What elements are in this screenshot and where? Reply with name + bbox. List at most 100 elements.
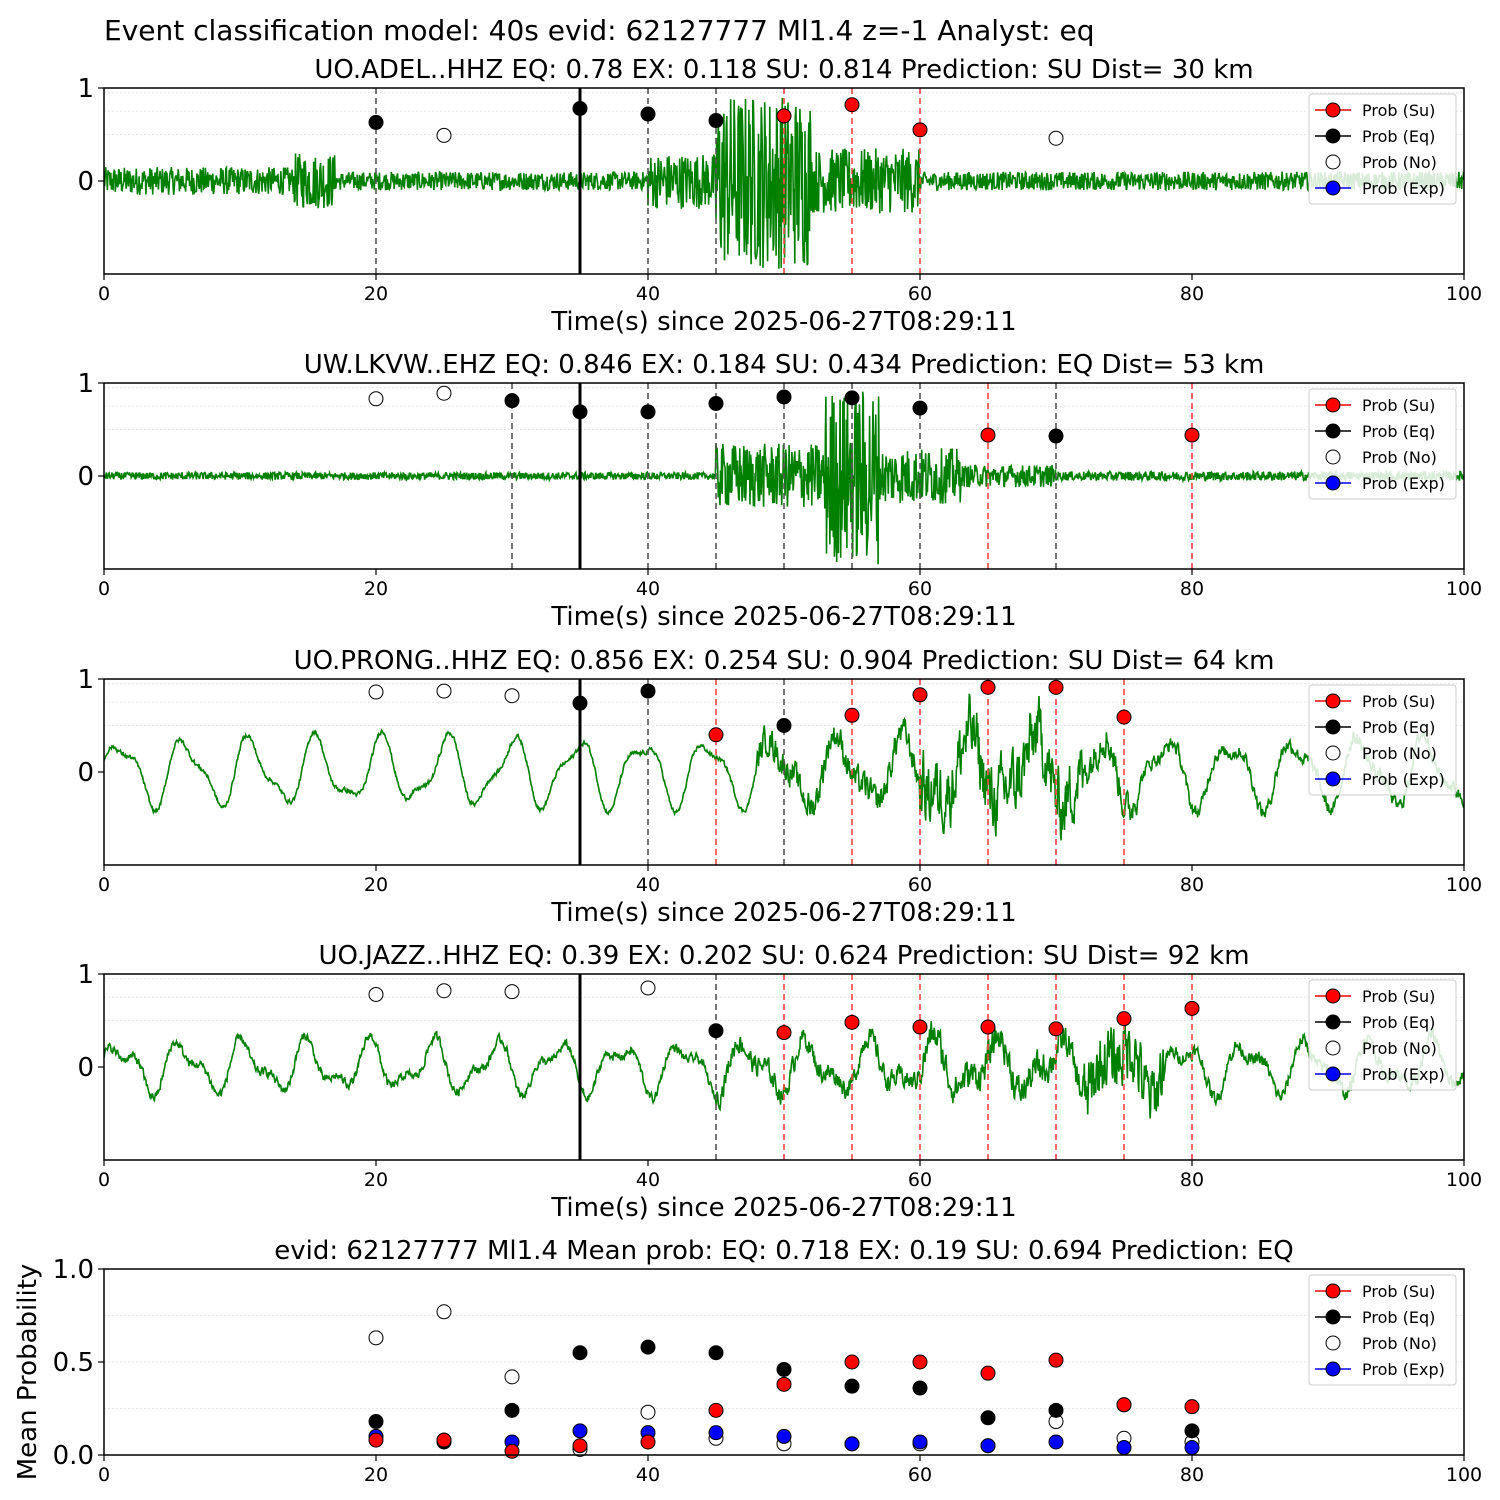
prob-point-no xyxy=(436,385,452,401)
legend-box xyxy=(1308,979,1457,1091)
legend: Prob (Su) Prob (Eq) Prob (No) Prob (Exp) xyxy=(1308,979,1457,1091)
prob-point-su xyxy=(1116,709,1132,725)
mean-prob-point-exp xyxy=(1184,1440,1200,1456)
prob-point-no xyxy=(1048,130,1064,146)
mean-prob-point-su xyxy=(980,1365,996,1381)
legend-label-eq: Prob (Eq) xyxy=(1362,1308,1435,1327)
mean-prob-point-su xyxy=(708,1402,724,1418)
x-tick-label: 80 xyxy=(1180,578,1204,600)
prob-point-no xyxy=(368,684,384,700)
y-tick-label: 1.0 xyxy=(53,1255,94,1285)
legend: Prob (Su) Prob (Eq) Prob (No) Prob (Exp) xyxy=(1308,388,1457,500)
legend: Prob (Su) Prob (Eq) Prob (No) Prob (Exp) xyxy=(1308,93,1457,205)
legend-label-su: Prob (Su) xyxy=(1362,1282,1435,1301)
legend-marker-eq xyxy=(1325,128,1341,144)
legend-marker-no xyxy=(1325,1335,1341,1351)
mean-prob-point-exp xyxy=(776,1428,792,1444)
legend-box xyxy=(1308,1274,1457,1386)
mean-prob-point-no xyxy=(436,1304,452,1320)
legend-box xyxy=(1308,388,1457,500)
x-tick-label: 100 xyxy=(1446,1169,1482,1191)
mean-prob-point-su xyxy=(912,1354,928,1370)
legend-label-exp: Prob (Exp) xyxy=(1362,474,1445,493)
mean-prob-point-eq xyxy=(1048,1402,1064,1418)
legend-label-no: Prob (No) xyxy=(1362,744,1437,763)
waveform-trace xyxy=(104,693,1464,841)
prob-point-eq xyxy=(708,1023,724,1039)
legend-label-su: Prob (Su) xyxy=(1362,101,1435,120)
legend-label-no: Prob (No) xyxy=(1362,153,1437,172)
plot-area xyxy=(104,974,1464,1160)
mean-prob-point-no xyxy=(640,1404,656,1420)
legend-box xyxy=(1308,684,1457,796)
subplot-title: UO.JAZZ..HHZ EQ: 0.39 EX: 0.202 SU: 0.62… xyxy=(318,941,1249,971)
mean-prob-point-eq xyxy=(640,1339,656,1355)
mean-prob-point-eq xyxy=(980,1410,996,1426)
subplot-title: UO.PRONG..HHZ EQ: 0.856 EX: 0.254 SU: 0.… xyxy=(294,646,1275,676)
mean-prob-point-eq xyxy=(708,1345,724,1361)
mean-prob-point-su xyxy=(776,1376,792,1392)
mean-prob-point-su xyxy=(572,1438,588,1454)
x-axis-label: Time(s) since 2025-06-27T08:29:11 xyxy=(550,898,1016,928)
mean-prob-point-su xyxy=(436,1432,452,1448)
mean-prob-point-no xyxy=(368,1330,384,1346)
prob-point-su xyxy=(844,707,860,723)
x-tick-label: 0 xyxy=(98,283,110,305)
legend-label-su: Prob (Su) xyxy=(1362,396,1435,415)
x-tick-label: 0 xyxy=(98,874,110,896)
figure-title: Event classification model: 40s evid: 62… xyxy=(104,14,1095,47)
subplot-1: UO.ADEL..HHZ EQ: 0.78 EX: 0.118 SU: 0.81… xyxy=(77,55,1482,337)
x-tick-label: 80 xyxy=(1180,283,1204,305)
x-tick-label: 0 xyxy=(98,578,110,600)
prob-point-su xyxy=(1184,427,1200,443)
legend-marker-su xyxy=(1325,1283,1341,1299)
mean-prob-point-eq xyxy=(776,1361,792,1377)
x-tick-label: 20 xyxy=(364,578,388,600)
prob-point-no xyxy=(368,986,384,1002)
prob-point-eq xyxy=(708,395,724,411)
mean-prob-point-no xyxy=(504,1369,520,1385)
x-tick-label: 100 xyxy=(1446,1464,1482,1486)
legend: Prob (Su) Prob (Eq) Prob (No) Prob (Exp) xyxy=(1308,684,1457,796)
x-tick-label: 0 xyxy=(98,1169,110,1191)
mean-prob-point-eq xyxy=(1184,1423,1200,1439)
prob-point-su xyxy=(776,1025,792,1041)
subplot-4: UO.JAZZ..HHZ EQ: 0.39 EX: 0.202 SU: 0.62… xyxy=(77,941,1482,1223)
mean-prob-point-exp xyxy=(572,1423,588,1439)
x-tick-label: 60 xyxy=(908,578,932,600)
legend-label-exp: Prob (Exp) xyxy=(1362,770,1445,789)
y-tick-label: 0.5 xyxy=(53,1348,94,1378)
prob-point-eq xyxy=(1048,428,1064,444)
legend-marker-eq xyxy=(1325,719,1341,735)
mean-prob-point-su xyxy=(1116,1397,1132,1413)
mean-prob-point-su xyxy=(504,1443,520,1459)
x-axis-label: Time(s) since 2025-06-27T08:29:11 xyxy=(550,602,1016,632)
prob-point-no xyxy=(504,688,520,704)
plot-area xyxy=(104,383,1464,569)
mean-prob-point-eq xyxy=(844,1378,860,1394)
subplot-5: evid: 62127777 Ml1.4 Mean prob: EQ: 0.71… xyxy=(13,1236,1482,1486)
mean-prob-point-su xyxy=(844,1354,860,1370)
x-tick-label: 40 xyxy=(636,1464,660,1486)
prob-point-eq xyxy=(776,389,792,405)
subplot-title: evid: 62127777 Ml1.4 Mean prob: EQ: 0.71… xyxy=(274,1236,1294,1266)
x-tick-label: 80 xyxy=(1180,1169,1204,1191)
prob-point-su xyxy=(776,108,792,124)
prob-point-eq xyxy=(368,114,384,130)
x-tick-label: 40 xyxy=(636,578,660,600)
legend-marker-no xyxy=(1325,745,1341,761)
y-tick-label: 1 xyxy=(77,369,94,399)
prob-point-eq xyxy=(572,695,588,711)
prob-point-su xyxy=(980,679,996,695)
x-tick-label: 60 xyxy=(908,283,932,305)
x-tick-label: 100 xyxy=(1446,874,1482,896)
mean-prob-point-exp xyxy=(1048,1434,1064,1450)
x-tick-label: 80 xyxy=(1180,874,1204,896)
legend-label-su: Prob (Su) xyxy=(1362,692,1435,711)
prob-point-eq xyxy=(572,404,588,420)
subplot-title: UW.LKVW..EHZ EQ: 0.846 EX: 0.184 SU: 0.4… xyxy=(304,350,1265,380)
legend-label-no: Prob (No) xyxy=(1362,1039,1437,1058)
legend-marker-eq xyxy=(1325,1014,1341,1030)
y-tick-label: 0 xyxy=(77,1053,94,1083)
prob-point-su xyxy=(1048,679,1064,695)
